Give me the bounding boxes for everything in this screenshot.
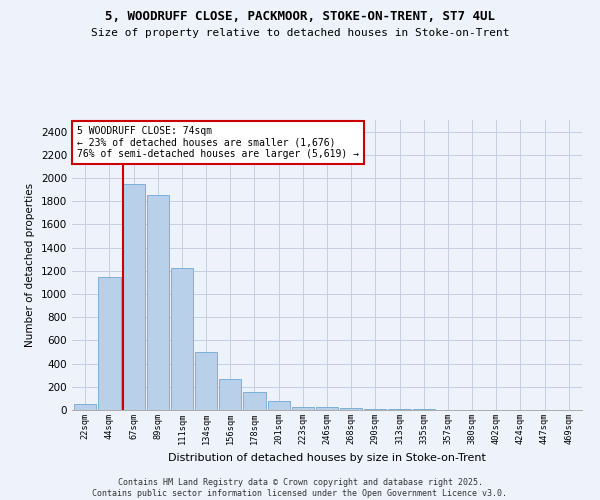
Y-axis label: Number of detached properties: Number of detached properties — [25, 183, 35, 347]
Bar — [316, 407, 338, 410]
Bar — [146, 196, 169, 410]
X-axis label: Distribution of detached houses by size in Stoke-on-Trent: Distribution of detached houses by size … — [168, 452, 486, 462]
Bar — [388, 409, 410, 410]
Text: 5, WOODRUFF CLOSE, PACKMOOR, STOKE-ON-TRENT, ST7 4UL: 5, WOODRUFF CLOSE, PACKMOOR, STOKE-ON-TR… — [105, 10, 495, 23]
Text: Size of property relative to detached houses in Stoke-on-Trent: Size of property relative to detached ho… — [91, 28, 509, 38]
Bar — [122, 184, 145, 410]
Bar — [340, 408, 362, 410]
Bar — [171, 268, 193, 410]
Bar — [244, 392, 266, 410]
Bar — [74, 404, 97, 410]
Bar — [219, 378, 241, 410]
Text: 5 WOODRUFF CLOSE: 74sqm
← 23% of detached houses are smaller (1,676)
76% of semi: 5 WOODRUFF CLOSE: 74sqm ← 23% of detache… — [77, 126, 359, 159]
Bar — [98, 276, 121, 410]
Bar — [292, 407, 314, 410]
Bar — [195, 352, 217, 410]
Bar — [364, 408, 386, 410]
Text: Contains HM Land Registry data © Crown copyright and database right 2025.
Contai: Contains HM Land Registry data © Crown c… — [92, 478, 508, 498]
Bar — [268, 402, 290, 410]
